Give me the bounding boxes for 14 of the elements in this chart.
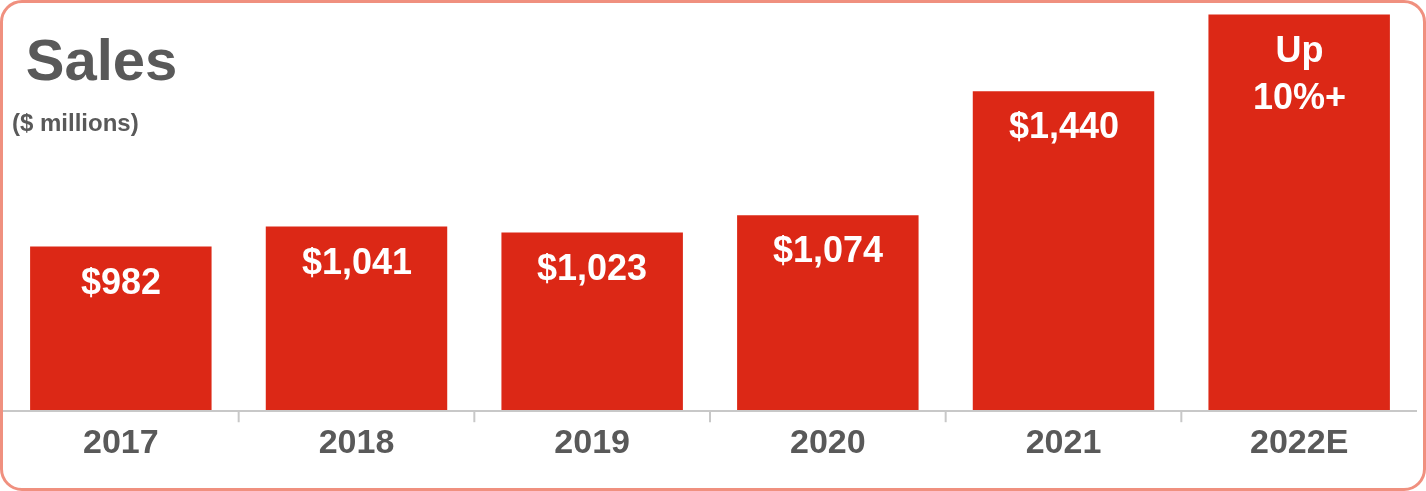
x-tick-label: 2022E [1250,421,1349,460]
data-label: $1,074 [773,229,884,270]
text: ($ millions) [12,109,139,136]
data-label: $1,023 [537,247,648,288]
x-tick-label: 2021 [1025,421,1102,460]
x-tick-label: 2017 [83,421,159,460]
x-tick-label: 2018 [318,421,395,460]
x-tick-label: 2019 [554,421,630,460]
x-tick-label: 2020 [790,421,866,460]
chart-title: Sales [25,26,178,92]
data-label: $1,041 [302,241,413,282]
data-label: $1,440 [1009,105,1120,146]
data-label: $982 [81,261,162,302]
data-label: Up 10%+ [1253,29,1347,117]
